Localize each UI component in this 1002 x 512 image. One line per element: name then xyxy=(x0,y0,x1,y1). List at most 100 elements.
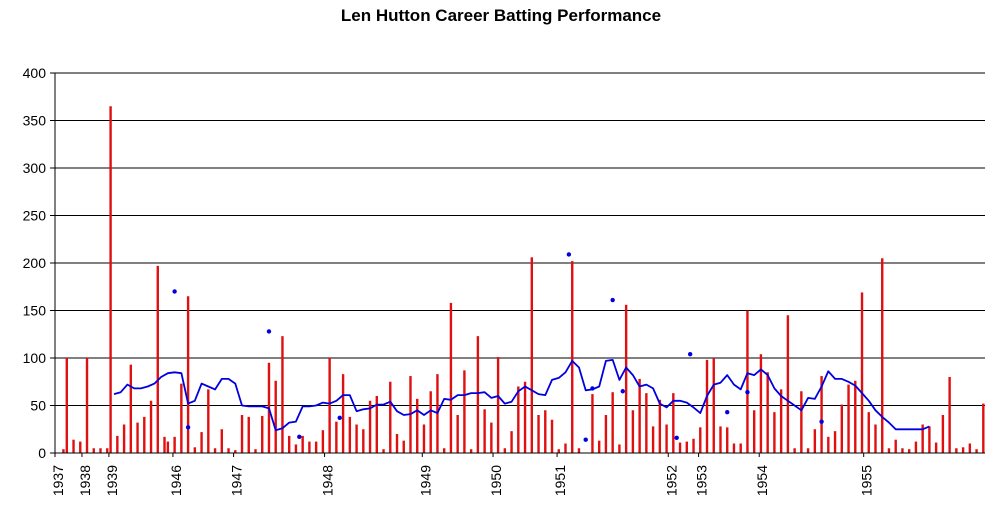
innings-bar xyxy=(308,441,311,453)
innings-bar xyxy=(62,449,65,453)
y-tick-label: 0 xyxy=(38,445,46,461)
x-tick-label: 1951 xyxy=(552,465,568,496)
x-tick-label: 1939 xyxy=(104,465,120,496)
innings-bar xyxy=(968,443,972,453)
innings-bar xyxy=(476,336,480,453)
innings-bar xyxy=(591,394,594,453)
chart-title: Len Hutton Career Batting Performance xyxy=(340,6,662,25)
innings-bar xyxy=(92,448,95,453)
innings-bar xyxy=(914,441,918,453)
innings-bar xyxy=(813,429,817,453)
innings-bar xyxy=(193,447,197,453)
innings-bar xyxy=(180,383,183,453)
y-tick-label: 400 xyxy=(23,65,47,81)
not-out-marker xyxy=(266,329,272,334)
innings-bar xyxy=(773,412,776,453)
innings-bar xyxy=(793,448,796,453)
innings-bar xyxy=(827,436,830,453)
innings-bar xyxy=(921,424,924,453)
x-tick-label: 1950 xyxy=(488,465,504,496)
innings-bar xyxy=(618,444,621,453)
innings-bar xyxy=(907,449,911,453)
innings-bar xyxy=(685,441,688,453)
innings-bar xyxy=(719,426,722,453)
innings-bar xyxy=(881,258,884,453)
innings-bar xyxy=(651,426,655,453)
innings-bar xyxy=(79,441,82,453)
innings-bar xyxy=(672,393,675,453)
innings-bars xyxy=(62,106,985,453)
not-out-markers xyxy=(172,252,824,442)
innings-bar xyxy=(483,409,486,453)
innings-bar xyxy=(247,416,250,453)
innings-bar xyxy=(328,358,331,453)
innings-bar xyxy=(948,377,951,453)
innings-bar xyxy=(200,432,203,453)
innings-bar xyxy=(699,427,702,453)
innings-bar xyxy=(833,431,837,453)
innings-bar xyxy=(658,399,662,453)
innings-bar xyxy=(136,422,139,453)
innings-bar xyxy=(213,448,217,453)
not-out-marker xyxy=(566,252,572,257)
innings-bar xyxy=(941,415,945,453)
innings-bar xyxy=(611,392,614,453)
innings-bar xyxy=(806,448,810,453)
innings-bar xyxy=(240,415,244,453)
innings-bar xyxy=(928,426,931,453)
innings-bar xyxy=(847,384,850,453)
innings-bar xyxy=(234,450,237,453)
x-tick-label: 1946 xyxy=(168,465,184,496)
innings-bar xyxy=(550,419,554,453)
innings-bar xyxy=(254,449,257,453)
innings-bar xyxy=(759,354,763,453)
innings-bar xyxy=(220,429,223,453)
x-tick-label: 1938 xyxy=(77,465,93,496)
innings-bar xyxy=(571,261,574,453)
x-tick-label: 1953 xyxy=(694,465,710,496)
x-tick-label: 1949 xyxy=(417,465,433,496)
innings-bar xyxy=(597,440,601,453)
innings-bar xyxy=(348,416,352,453)
innings-bar xyxy=(287,435,291,453)
innings-bar xyxy=(355,424,358,453)
innings-bar xyxy=(72,439,75,453)
innings-bar xyxy=(752,410,756,453)
innings-bar xyxy=(368,400,372,453)
y-tick-label: 350 xyxy=(23,113,47,129)
innings-bar xyxy=(429,391,432,453)
innings-bar xyxy=(537,415,540,453)
innings-bar xyxy=(517,386,520,453)
innings-bar xyxy=(779,389,783,453)
innings-bar xyxy=(510,431,513,453)
innings-bar xyxy=(732,443,736,453)
innings-bar xyxy=(375,396,378,453)
innings-bar xyxy=(321,430,325,453)
innings-bar xyxy=(402,440,405,453)
innings-bar xyxy=(800,391,803,453)
y-tick-label: 100 xyxy=(23,350,47,366)
innings-bar xyxy=(281,336,284,453)
innings-bar xyxy=(106,448,109,453)
innings-bar xyxy=(490,422,493,453)
innings-bar xyxy=(122,424,126,453)
y-tick-label: 50 xyxy=(30,398,46,414)
innings-bar xyxy=(786,315,790,453)
innings-bar xyxy=(173,436,176,453)
innings-bar xyxy=(961,447,965,453)
not-out-marker xyxy=(620,389,625,394)
innings-bar xyxy=(109,106,112,453)
not-out-marker xyxy=(725,409,730,415)
innings-bar xyxy=(766,372,769,453)
innings-bar xyxy=(463,370,466,453)
innings-bar xyxy=(129,364,133,453)
innings-bar xyxy=(395,434,399,453)
innings-bar xyxy=(163,436,166,453)
not-out-marker xyxy=(297,434,302,440)
innings-bar xyxy=(362,429,365,453)
innings-bar xyxy=(341,374,345,453)
innings-bar xyxy=(156,265,159,453)
not-out-marker xyxy=(674,435,679,440)
x-tick-label: 1947 xyxy=(229,465,245,496)
